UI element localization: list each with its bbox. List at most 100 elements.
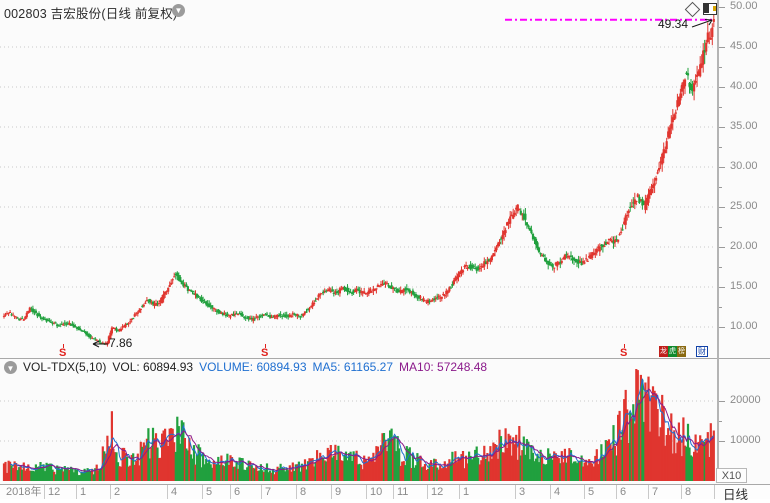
candle-body: [603, 246, 606, 247]
volume-bar: [285, 468, 288, 481]
candle-body: [157, 303, 161, 305]
volume-bar: [486, 453, 489, 481]
split-window-icon[interactable]: [703, 3, 717, 15]
candle-body: [133, 314, 136, 317]
volume-bar: [623, 399, 626, 481]
volume-bar: [373, 461, 376, 481]
price-candlestick-plot[interactable]: [0, 0, 716, 358]
volume-ma10-line: [17, 388, 715, 472]
candle-body: [51, 323, 54, 325]
volume-bar: [305, 469, 308, 481]
volume-bar: [364, 458, 367, 481]
sell-signal-marker[interactable]: S: [620, 344, 628, 359]
volume-bar: [659, 427, 662, 481]
volume-bar: [71, 467, 74, 481]
volume-bar: [642, 421, 645, 481]
candle-body: [139, 309, 142, 310]
volume-plot[interactable]: [0, 0, 716, 499]
candle-body: [81, 330, 85, 332]
volume-bar: [256, 471, 259, 481]
volume-bar: [232, 466, 235, 481]
volume-bar: [94, 468, 97, 481]
volume-bar: [53, 471, 56, 481]
candle-body: [177, 275, 180, 281]
candle-body: [89, 335, 92, 338]
volume-bar: [322, 457, 325, 481]
volume-bar: [392, 438, 395, 481]
volume-bar: [293, 471, 296, 481]
indicator-vol-value: VOL: 60894.93: [112, 360, 194, 374]
volume-bar: [677, 422, 680, 481]
volume-bar: [585, 459, 588, 481]
candle-body: [699, 64, 702, 77]
date-axis-separator: [366, 485, 367, 499]
indicator-collapse-icon[interactable]: ▼: [4, 360, 17, 374]
volume-bar: [385, 451, 389, 481]
candle-body: [28, 307, 31, 312]
dragon-tiger-list-badge[interactable]: 龙虎榜: [659, 346, 686, 357]
volume-bar: [480, 460, 483, 481]
volume-bar: [106, 435, 109, 481]
volume-bar: [600, 444, 603, 481]
candle-body: [215, 310, 218, 312]
candle-body: [551, 264, 554, 268]
sell-signal-marker[interactable]: S: [59, 344, 67, 359]
candle-body: [373, 288, 376, 291]
volume-bar: [656, 409, 659, 481]
volume-bar: [504, 428, 507, 481]
candle-body: [563, 254, 566, 260]
volume-bar: [83, 468, 86, 481]
volume-bar: [306, 461, 310, 481]
candle-body: [171, 279, 174, 281]
volume-bar: [349, 451, 352, 481]
price-axis-label: 20.00: [730, 240, 758, 252]
volume-bar: [598, 460, 601, 481]
axis-tick: [719, 327, 725, 328]
candle-body: [527, 225, 530, 227]
volume-bar: [135, 460, 138, 481]
sell-signal-marker[interactable]: S: [261, 344, 269, 359]
date-axis-label: 5: [206, 486, 213, 498]
volume-bar: [65, 468, 68, 481]
volume-bar: [468, 451, 471, 481]
date-axis[interactable]: 日线 2018年 12 1 2 4 5 6 7 8 9 10 11 12 1 3 4 5 6 7 8: [0, 485, 770, 502]
candle-body: [553, 267, 556, 269]
volume-bar: [393, 436, 396, 481]
candle-body: [168, 285, 171, 287]
volume-bar: [121, 447, 124, 481]
volume-bar: [7, 460, 10, 481]
candle-body: [161, 297, 164, 304]
volume-bar: [24, 470, 27, 481]
volume-bar: [569, 450, 573, 481]
volume-bar: [205, 459, 208, 481]
financial-report-badge[interactable]: 财: [696, 346, 708, 357]
volume-bar: [679, 438, 682, 481]
candle-body: [609, 239, 612, 241]
candle-body: [7, 313, 10, 315]
volume-bar: [665, 435, 668, 481]
volume-bar: [317, 460, 320, 481]
candle-body: [667, 131, 670, 138]
instrument-dropdown-icon[interactable]: ▼: [172, 4, 185, 17]
candle-body: [612, 241, 615, 244]
candle-body: [571, 258, 574, 261]
candle-body: [9, 312, 12, 313]
candle-body: [423, 300, 427, 302]
volume-bar: [316, 450, 319, 481]
candle-body: [597, 246, 600, 249]
candle-body: [607, 239, 611, 241]
volume-bar: [563, 448, 566, 481]
volume-bar: [703, 441, 706, 481]
volume-bar: [80, 471, 83, 481]
candle-body: [565, 254, 568, 256]
candle-body: [317, 294, 320, 298]
candle-body: [303, 311, 307, 314]
axis-tick: [719, 7, 725, 8]
candle-body: [592, 252, 595, 255]
volume-bar: [261, 470, 264, 481]
volume-bar: [200, 467, 203, 481]
volume-bar: [530, 445, 533, 481]
candle-body: [302, 313, 305, 316]
volume-bar: [308, 458, 311, 481]
candle-body: [66, 322, 69, 324]
